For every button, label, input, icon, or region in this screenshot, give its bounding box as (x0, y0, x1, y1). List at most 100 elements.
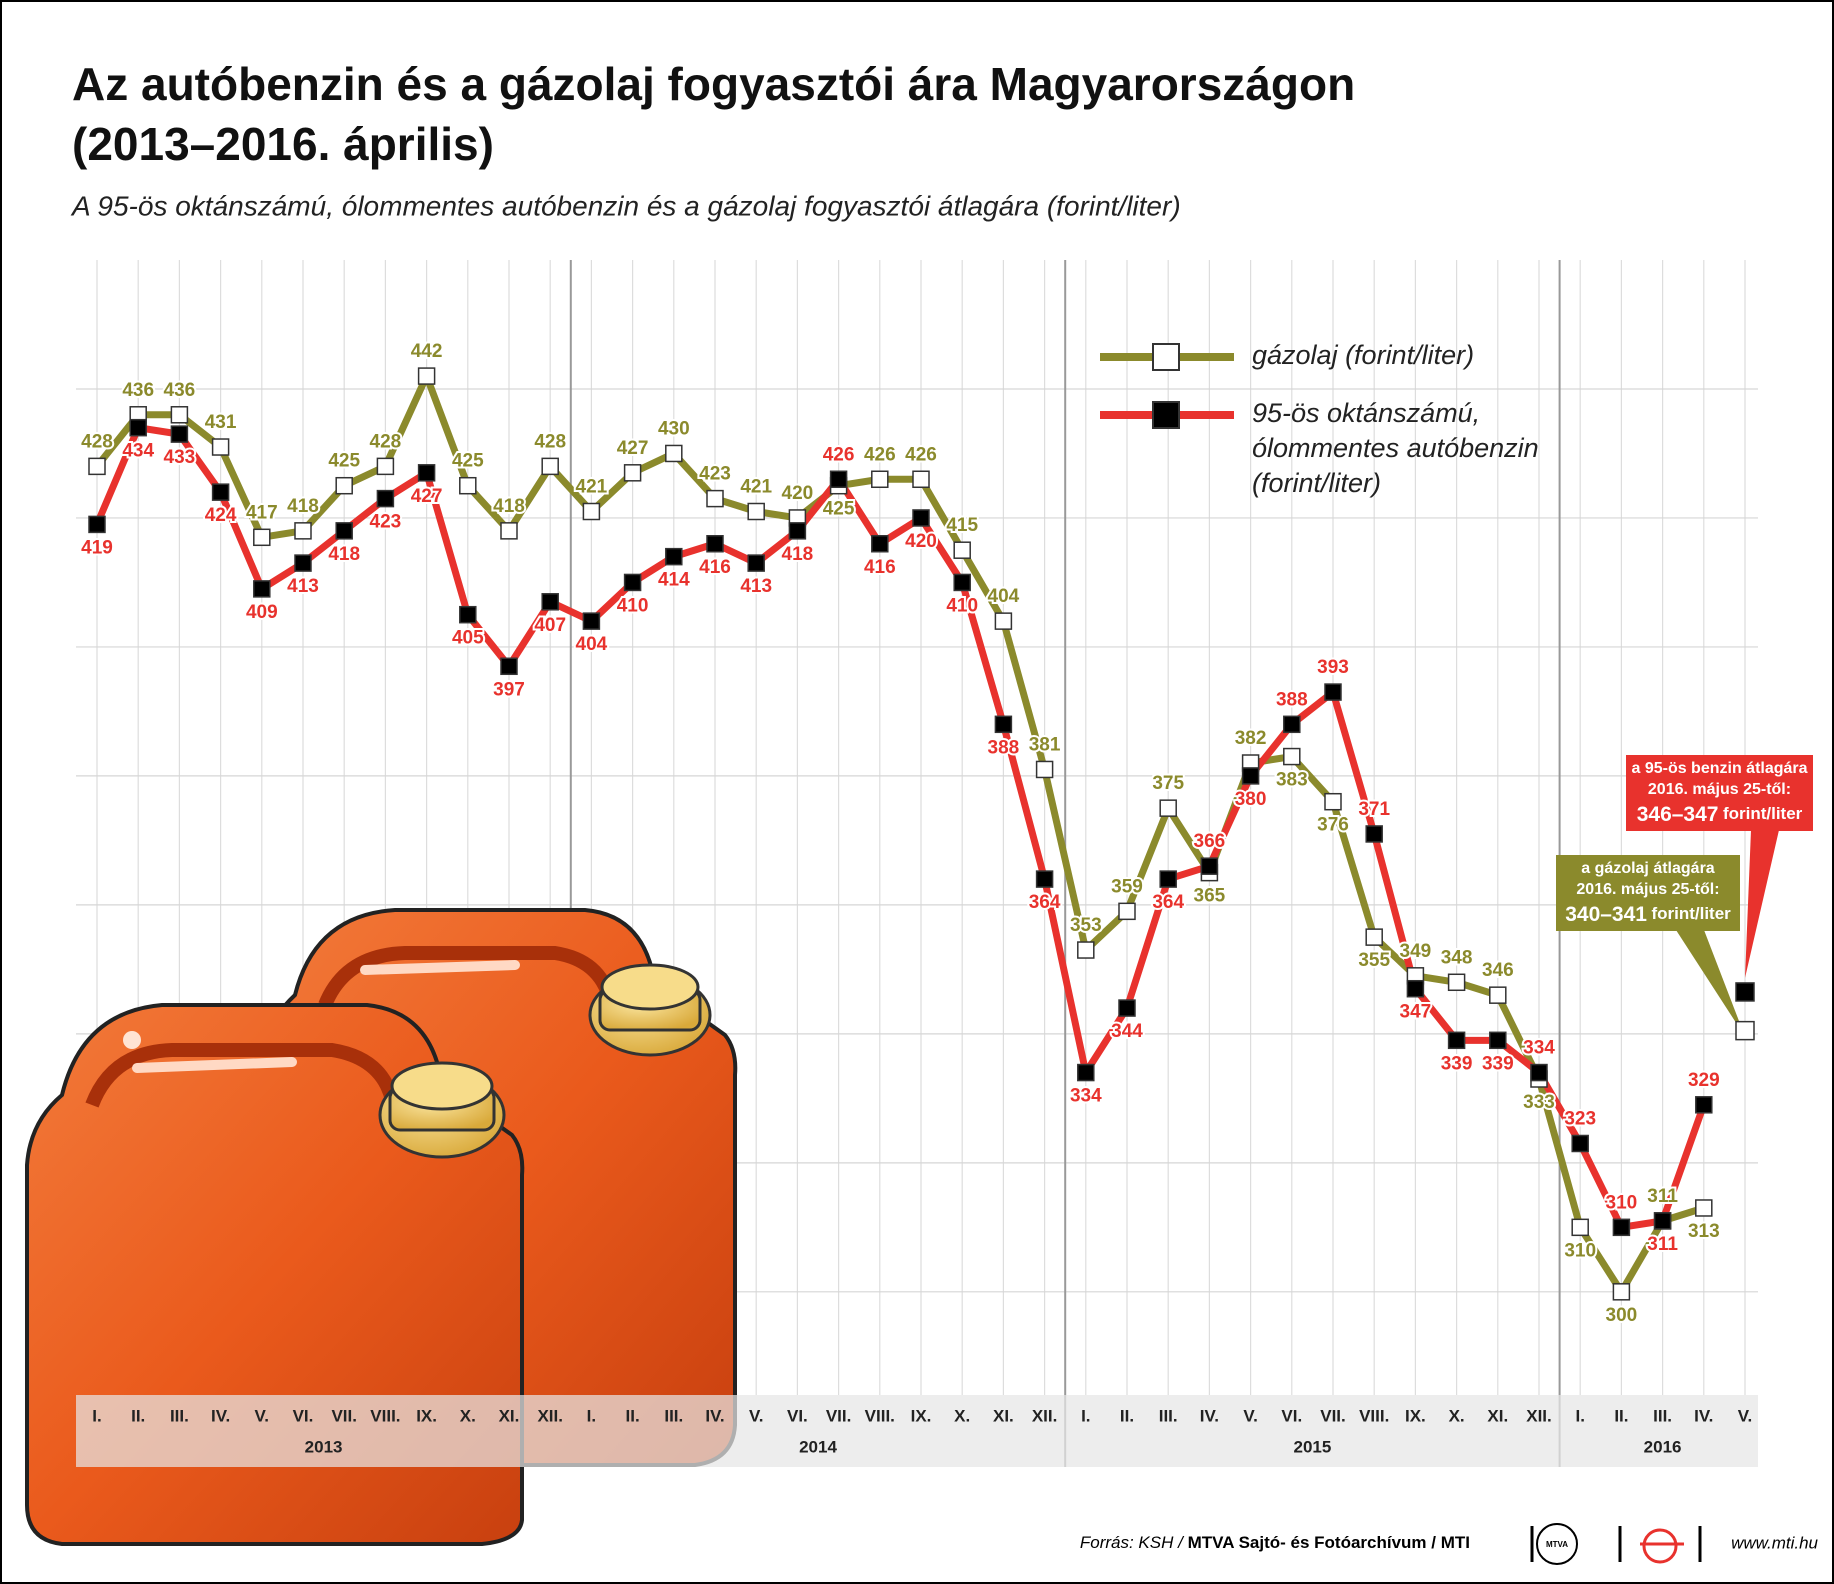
source-name: MTVA Sajtó- és Fotóarchívum / MTI (1188, 1533, 1470, 1552)
data-point (788, 522, 807, 540)
data-label: 424 (205, 505, 237, 526)
data-label: 425 (328, 451, 360, 472)
data-point (253, 528, 271, 547)
x-tick-label: VII. (1320, 1406, 1346, 1425)
data-point (912, 509, 930, 527)
x-tick-label: I. (1575, 1406, 1584, 1425)
data-label: 348 (1441, 947, 1473, 968)
data-point (376, 489, 395, 508)
x-tick-label: VIII. (865, 1406, 895, 1425)
annotation-value: 340–341 forint/liter (1565, 903, 1731, 926)
data-point (706, 489, 724, 508)
data-label: 300 (1606, 1305, 1638, 1326)
chart-title: Az autóbenzin és a gázolaj fogyasztói ár… (72, 58, 1355, 110)
data-label: 364 (1152, 892, 1184, 913)
x-tick-label: V. (1738, 1406, 1753, 1425)
data-point (1653, 1212, 1672, 1230)
data-label: 423 (699, 464, 731, 485)
x-tick-label: VIII. (370, 1406, 400, 1425)
data-label: 426 (823, 444, 855, 465)
annotation-text: 2016. május 25-től: (1576, 881, 1719, 898)
data-point (912, 470, 930, 489)
data-label: 426 (905, 444, 937, 465)
data-point (1695, 1096, 1713, 1114)
data-point (88, 515, 106, 534)
data-point (500, 657, 518, 676)
data-point (541, 593, 559, 611)
data-label: 388 (1276, 689, 1308, 710)
data-point (500, 522, 518, 540)
x-tick-label: VII. (331, 1406, 357, 1425)
x-tick-label: II. (1120, 1406, 1134, 1425)
logo-mtva (1536, 1523, 1578, 1565)
data-label: 329 (1688, 1070, 1720, 1091)
data-point (170, 406, 189, 424)
x-tick-label: V. (255, 1406, 270, 1425)
data-label: 376 (1317, 815, 1349, 836)
url: www.mti.hu (1731, 1533, 1818, 1552)
category-band: I. II. III. IV. V. VI. VII. VIII. IX. X. XI. XII. I.… (76, 1395, 1758, 1467)
annotation-value: 346–347 forint/liter (1637, 803, 1803, 826)
legend-label: ólommentes autóbenzin (1252, 433, 1539, 463)
data-label: 404 (576, 634, 608, 655)
data-point (1406, 979, 1425, 998)
data-label: 421 (740, 477, 772, 498)
data-point (871, 535, 889, 553)
x-tick-label: IV. (1200, 1406, 1219, 1425)
data-point (1035, 760, 1054, 779)
data-point (294, 554, 312, 572)
footer: Forrás: KSH / MTVA Sajtó- és Fotóarchívu… (1080, 1523, 1819, 1565)
data-label: 436 (164, 380, 196, 401)
x-tick-label: VIII. (1359, 1406, 1389, 1425)
data-label: 427 (411, 486, 443, 507)
data-point (953, 541, 971, 559)
data-label: 436 (122, 380, 154, 401)
data-label: 431 (205, 412, 237, 433)
annotation-pointer (1745, 830, 1779, 978)
data-label: 333 (1523, 1092, 1555, 1113)
data-point (376, 457, 395, 476)
data-point (1118, 902, 1136, 921)
data-label: 393 (1317, 657, 1349, 678)
data-point (211, 438, 230, 456)
data-label: 311 (1647, 1234, 1678, 1255)
x-tick-label: XII. (537, 1406, 563, 1425)
x-tick-label: XI. (1487, 1406, 1508, 1425)
legend: gázolaj (forint/liter) 95-ös oktánszámú, ó… (1100, 340, 1539, 498)
data-point (335, 476, 353, 495)
data-label: 433 (164, 447, 196, 468)
logo-mti (1642, 1528, 1678, 1564)
annotation-box (1626, 755, 1813, 831)
data-label: 428 (370, 431, 402, 452)
x-tick-label: III. (664, 1406, 683, 1425)
data-point (871, 470, 889, 489)
x-tick-label: III. (1159, 1406, 1178, 1425)
data-label: 347 (1400, 1002, 1432, 1023)
x-tick-label: II. (131, 1406, 145, 1425)
data-label: 388 (988, 737, 1020, 758)
year-label: 2016 (1644, 1437, 1682, 1456)
data-point (1324, 683, 1342, 701)
data-label: 430 (658, 418, 690, 439)
data-label: 416 (699, 557, 731, 578)
data-point (1695, 1199, 1713, 1217)
x-tick-label: II. (1614, 1406, 1628, 1425)
data-label: 418 (493, 496, 525, 517)
x-tick-label: VI. (787, 1406, 808, 1425)
annotation-text: 2016. május 25-től: (1648, 781, 1791, 798)
data-point (1159, 870, 1177, 888)
data-point (706, 535, 724, 553)
data-label: 339 (1482, 1053, 1514, 1074)
x-tick-label: III. (170, 1406, 189, 1425)
x-tick-label: XII. (1526, 1406, 1552, 1425)
data-label: 344 (1111, 1021, 1143, 1042)
x-tick-label: I. (92, 1406, 101, 1425)
data-label: 428 (81, 431, 113, 452)
logo-text: MTVA (1546, 1540, 1568, 1549)
data-label: 410 (617, 595, 649, 616)
data-point (1447, 973, 1466, 992)
annotations: a 95-ös benzin átlagára 2016. május 25-tő… (1556, 755, 1813, 1041)
data-label: 313 (1688, 1221, 1720, 1242)
data-point (170, 425, 189, 443)
